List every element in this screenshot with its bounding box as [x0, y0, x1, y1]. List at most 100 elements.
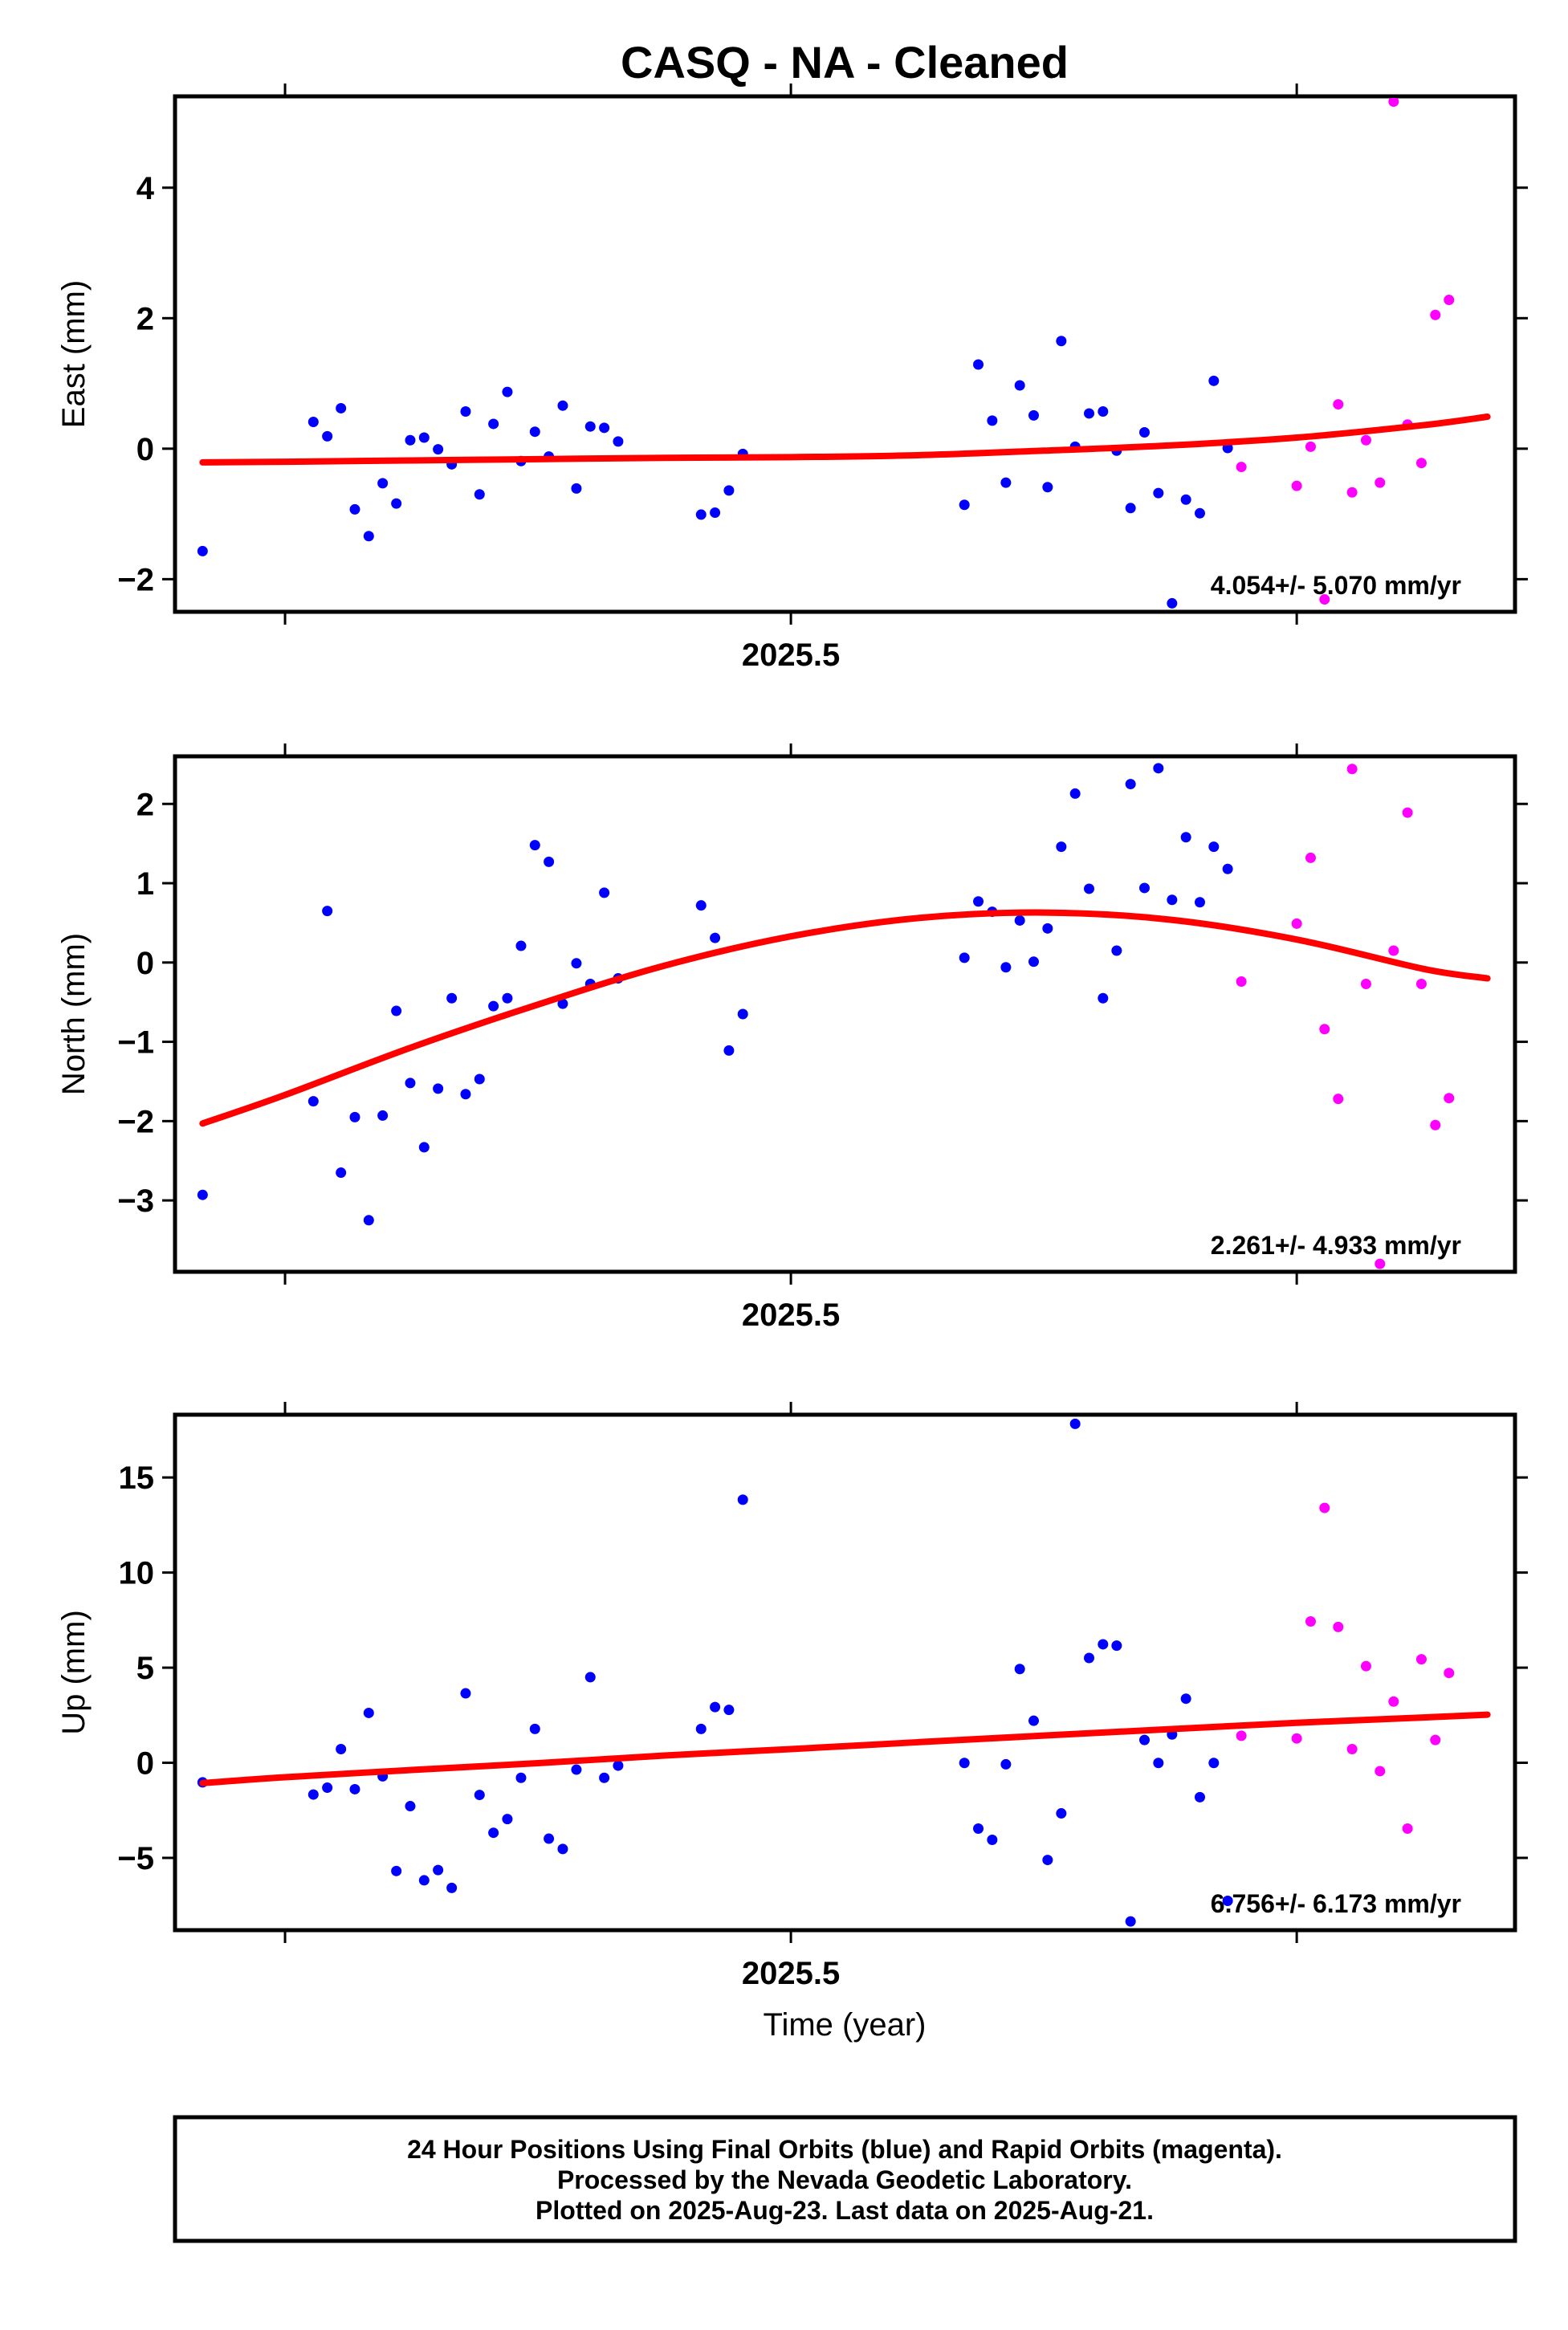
y-axis-label-north: North (mm) — [56, 933, 92, 1095]
final-point-up — [474, 1790, 485, 1801]
final-point-east — [1153, 487, 1164, 499]
final-point-north — [723, 1045, 735, 1056]
fit-line-east — [199, 413, 1491, 466]
final-point-up — [488, 1827, 499, 1839]
final-point-north — [1042, 923, 1053, 934]
final-point-north — [322, 906, 333, 917]
final-point-up — [502, 1814, 513, 1825]
rapid-point-east — [1346, 487, 1358, 498]
final-point-east — [418, 432, 430, 443]
final-point-north — [377, 1110, 389, 1121]
final-point-up — [723, 1705, 735, 1716]
final-point-east — [322, 430, 333, 442]
final-point-up — [1153, 1758, 1164, 1769]
final-point-east — [613, 436, 624, 447]
final-point-up — [405, 1801, 416, 1812]
final-point-north — [737, 1008, 748, 1020]
final-point-north — [599, 887, 610, 898]
panel-north: −3 −2 −1 0 1 2 2025.5 North (mm) 2.261+/- 4.933 … — [56, 743, 1528, 1333]
panel-east: −2 0 2 4 2025.5 East (mm) 4.054+/- 5.070 mm/yr — [56, 84, 1528, 673]
final-point-up — [571, 1764, 582, 1775]
y-tick-label-east: 4 — [136, 171, 155, 206]
final-point-north — [418, 1142, 430, 1153]
rate-label-up: 6.756+/- 6.173 mm/yr — [1211, 1889, 1461, 1918]
footer-line-2: Processed by the Nevada Geodetic Laborat… — [557, 2165, 1132, 2194]
y-tick-label-north: −3 — [117, 1183, 154, 1219]
final-point-north — [1167, 894, 1178, 906]
footer-frame — [173, 2115, 1517, 2243]
final-point-east — [488, 418, 499, 430]
final-point-east — [723, 485, 735, 496]
y-tick-label-east: 2 — [136, 301, 154, 336]
final-point-up — [737, 1494, 748, 1505]
final-point-east — [1125, 503, 1136, 514]
final-point-east — [363, 531, 374, 542]
final-point-north — [336, 1167, 347, 1179]
final-point-up — [336, 1743, 347, 1754]
x-tick-label-north: 2025.5 — [742, 1297, 840, 1333]
final-point-north — [1208, 841, 1220, 853]
final-point-east — [377, 478, 389, 489]
final-point-north — [710, 932, 721, 943]
y-tick-label-up: −5 — [117, 1841, 154, 1876]
final-point-north — [405, 1077, 416, 1089]
final-point-north — [571, 958, 582, 969]
final-point-north — [529, 840, 540, 851]
fit-line-north — [199, 909, 1491, 1127]
rapid-point-north — [1430, 1119, 1441, 1130]
final-point-east — [405, 434, 416, 446]
final-point-up — [1042, 1855, 1053, 1866]
panel-up: −5 0 5 10 15 2025.5 Up (mm) 6.756+/- 6.173 mm/y… — [56, 1402, 1528, 1991]
final-point-east — [987, 415, 998, 426]
rapid-point-up — [1291, 1733, 1302, 1744]
rapid-point-up — [1375, 1766, 1386, 1777]
x-tick-label-east: 2025.5 — [742, 637, 840, 673]
final-point-east — [1028, 409, 1040, 421]
footer-line-1: 24 Hour Positions Using Final Orbits (bl… — [407, 2135, 1282, 2164]
final-point-north — [460, 1089, 471, 1100]
x-axis-label: Time (year) — [764, 2007, 927, 2043]
rapid-point-east — [1333, 399, 1344, 410]
y-tick-label-north: −1 — [117, 1025, 154, 1061]
rate-label-east: 4.054+/- 5.070 mm/yr — [1211, 571, 1461, 600]
final-point-up — [557, 1843, 568, 1855]
final-point-up — [973, 1823, 984, 1834]
final-point-east — [1180, 494, 1191, 505]
marks-east — [197, 98, 1491, 609]
final-point-up — [446, 1882, 458, 1893]
final-point-north — [1056, 841, 1067, 853]
rapid-point-north — [1319, 1024, 1330, 1035]
final-point-up — [959, 1758, 970, 1769]
final-point-east — [1056, 336, 1067, 347]
final-point-up — [1014, 1664, 1025, 1675]
final-point-up — [1138, 1734, 1150, 1745]
final-point-up — [1098, 1639, 1109, 1650]
rapid-point-east — [1444, 295, 1455, 306]
rapid-point-up — [1402, 1823, 1413, 1834]
rapid-point-north — [1444, 1093, 1455, 1104]
chart-title: CASQ - NA - Cleaned — [621, 37, 1069, 88]
y-tick-label-east: −2 — [117, 562, 154, 597]
final-point-north — [488, 1000, 499, 1012]
final-point-east — [557, 400, 568, 411]
rapid-point-north — [1402, 807, 1413, 818]
final-point-up — [1069, 1418, 1081, 1429]
final-point-up — [544, 1833, 555, 1844]
rapid-point-east — [1415, 458, 1427, 469]
final-point-north — [959, 952, 970, 963]
final-point-north — [307, 1096, 319, 1107]
final-point-north — [1000, 962, 1012, 973]
y-tick-label-north: −2 — [117, 1104, 154, 1139]
final-point-north — [544, 856, 555, 867]
final-point-up — [1222, 1896, 1233, 1907]
final-point-up — [1056, 1808, 1067, 1819]
final-point-east — [460, 406, 471, 418]
final-point-east — [571, 483, 582, 494]
y-axis-label-up: Up (mm) — [56, 1610, 92, 1735]
final-point-up — [433, 1864, 444, 1876]
rapid-point-east — [1291, 480, 1302, 491]
rapid-point-north — [1305, 852, 1316, 863]
final-point-north — [349, 1111, 360, 1122]
final-point-up — [307, 1789, 319, 1800]
final-point-north — [1098, 992, 1109, 1004]
